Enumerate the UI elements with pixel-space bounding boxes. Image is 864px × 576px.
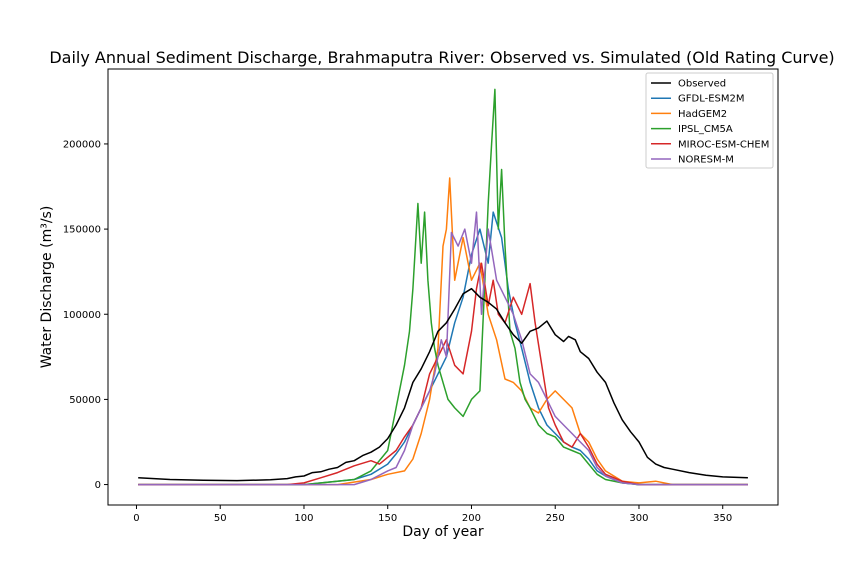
legend-label-hadgem2: HadGEM2 — [678, 109, 727, 120]
legend-label-miroc-esm-chem: MIROC-ESM-CHEM — [678, 139, 769, 150]
y-tick-label: 150000 — [63, 225, 101, 236]
series-line-observed — [138, 287, 748, 482]
series-line-gfdl-esm2m — [138, 211, 748, 486]
plot-area-frame — [107, 68, 779, 506]
y-tick-label: 50000 — [69, 395, 101, 406]
x-axis-ticks: 0 50 100 150 200 250 300 350 — [133, 505, 732, 524]
x-tick-label: 150 — [378, 513, 397, 524]
series-line-hadgem2 — [138, 177, 748, 486]
x-tick-label: 300 — [629, 513, 648, 524]
legend-items: Observed GFDL-ESM2M HadGEM2 IPSL_CM5A MIROC-… — [651, 79, 769, 166]
x-axis-label: Day of year — [402, 524, 484, 540]
y-tick-label: 0 — [95, 480, 101, 491]
x-tick-label: 350 — [713, 513, 732, 524]
y-tick-label: 100000 — [63, 310, 101, 321]
y-axis-ticks: 0 50000 100000 150000 200000 — [63, 139, 108, 491]
legend-box — [645, 72, 774, 169]
x-tick-label: 0 — [133, 513, 139, 524]
legend-label-observed: Observed — [678, 79, 726, 90]
legend: Observed GFDL-ESM2M HadGEM2 IPSL_CM5A MIROC-… — [645, 72, 774, 169]
legend-label-gfdl-esm2m: GFDL-ESM2M — [678, 94, 745, 105]
legend-label-noresm-m: NORESM-M — [678, 155, 734, 166]
legend-label-ipsl-cm5a: IPSL_CM5A — [678, 124, 733, 135]
x-tick-label: 250 — [546, 513, 565, 524]
series-layer — [138, 88, 748, 486]
y-axis-label: Water Discharge (m³/s) — [39, 206, 55, 369]
y-tick-label: 200000 — [63, 139, 101, 150]
series-line-noresm-m — [138, 211, 748, 486]
x-tick-label: 100 — [294, 513, 313, 524]
series-line-miroc-esm-chem — [138, 262, 748, 486]
x-tick-label: 50 — [214, 513, 227, 524]
x-tick-label: 200 — [462, 513, 481, 524]
chart-title: Daily Annual Sediment Discharge, Brahmap… — [49, 48, 834, 67]
